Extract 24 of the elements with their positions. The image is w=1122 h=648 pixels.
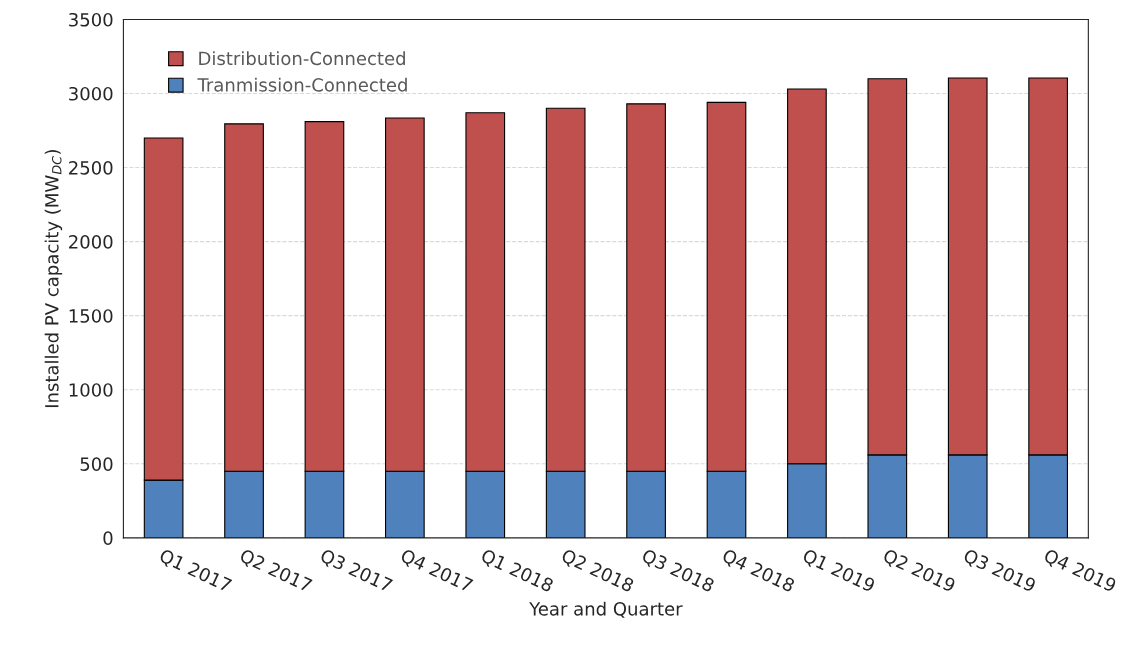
y-tick-label: 2500 xyxy=(69,161,113,175)
x-tick-label: Q4 2019 xyxy=(1042,548,1117,595)
y-tick-label: 1000 xyxy=(69,383,113,397)
x-tick-label: Q3 2017 xyxy=(318,548,394,595)
x-tick-label: Q3 2019 xyxy=(961,548,1037,595)
x-tick-label: Q4 2017 xyxy=(398,548,474,595)
y-tick-label: 500 xyxy=(80,457,113,471)
x-tick-label: Q2 2017 xyxy=(238,548,313,595)
x-tick-label: Q2 2019 xyxy=(881,548,957,595)
x-tick-label: Q3 2018 xyxy=(640,548,715,595)
y-tick-label: 0 xyxy=(103,531,113,545)
x-tick-label: Q1 2019 xyxy=(801,548,876,595)
y-tick-label: 2000 xyxy=(69,235,113,249)
y-tick-label: 3000 xyxy=(69,86,113,101)
x-axis-title: Year and Quarter xyxy=(529,601,683,618)
legend-label: Tranmission-Connected xyxy=(197,77,407,92)
x-tick-label: Q2 2018 xyxy=(559,548,635,595)
y-tick-label: 1500 xyxy=(69,309,113,323)
y-axis-title: Installed PV capacity (MW$_{DC}$) xyxy=(44,150,63,408)
x-tick-label: Q1 2017 xyxy=(157,548,233,595)
x-tick-label: Q4 2018 xyxy=(720,548,796,595)
y-tick-label: 3500 xyxy=(69,12,113,27)
x-tick-label: Q1 2018 xyxy=(479,548,555,595)
legend-label: Distribution-Connected xyxy=(199,51,405,66)
